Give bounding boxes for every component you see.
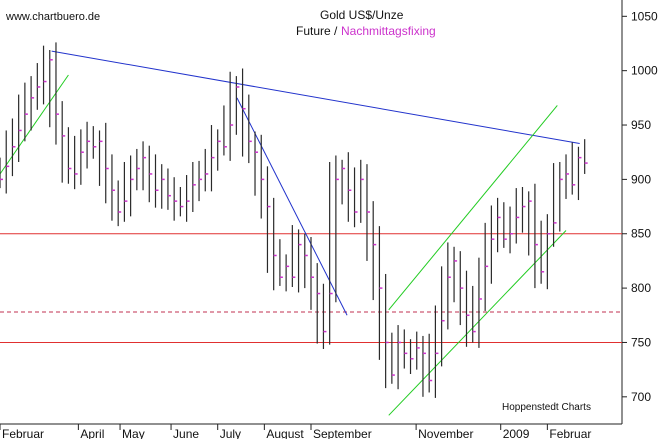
x-tick-label: 2009 (503, 427, 530, 439)
y-tick-label: 750 (631, 335, 651, 349)
horizontal-lines (0, 233, 622, 343)
subtitle-fixing: Nachmittagsfixing (341, 24, 436, 38)
y-tick-label: 1000 (631, 64, 658, 78)
y-tick-label: 850 (631, 227, 651, 241)
x-tick-label: November (418, 427, 473, 439)
watermark: www.chartbuero.de (5, 11, 100, 23)
trendline (0, 74, 69, 175)
credit: Hoppenstedt Charts (502, 402, 591, 413)
y-tick-label: 700 (631, 390, 651, 404)
price-bars (0, 42, 588, 398)
subtitle-future: Future / (296, 24, 338, 38)
y-tick-label: 950 (631, 118, 651, 132)
trendline (51, 50, 580, 145)
x-tick-label: May (122, 427, 145, 439)
chart-title: Gold US$/Unze (320, 8, 404, 22)
y-tick-label: 1050 (631, 9, 658, 23)
x-tick-label: April (80, 427, 104, 439)
trendlines (0, 50, 580, 416)
y-tick-label: 900 (631, 172, 651, 186)
x-tick-label: June (173, 427, 199, 439)
x-axis: Februar April May June July August September No… (0, 424, 591, 439)
trendline (388, 105, 558, 311)
x-tick-label: Februar (549, 427, 591, 439)
x-tick-label: September (313, 427, 372, 439)
x-tick-label: July (220, 427, 241, 439)
x-tick-label: August (266, 427, 304, 439)
x-tick-label: Februar (2, 427, 44, 439)
y-axis: 700 750 800 850 900 950 1000 1050 (622, 9, 658, 404)
y-tick-label: 800 (631, 281, 651, 295)
trendline (388, 230, 567, 416)
